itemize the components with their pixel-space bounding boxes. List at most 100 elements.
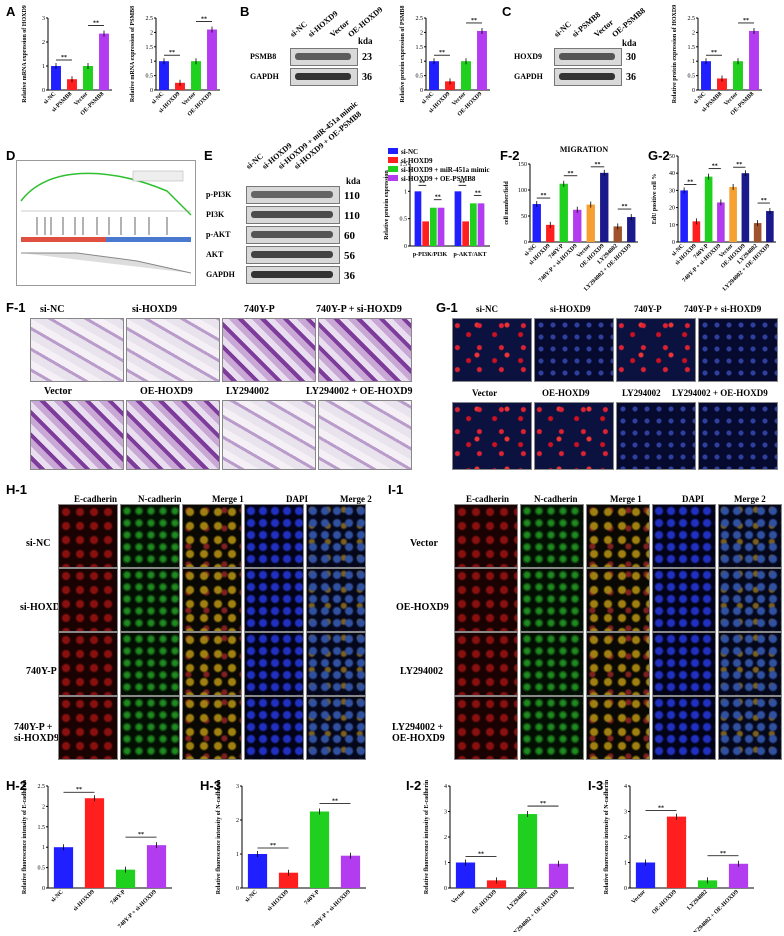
if-micrograph <box>652 568 716 632</box>
if-micrograph <box>244 504 304 568</box>
bar <box>766 211 774 242</box>
chart-legend: si-NC si-HOXD9 si-HOXD9 + miR-451a mimic si… <box>388 148 490 184</box>
if-micrograph <box>454 504 518 568</box>
x-tick-label: OE-HOXD9 <box>651 889 678 916</box>
if-micrograph <box>520 696 584 760</box>
bar <box>414 191 422 246</box>
y-tick-label: 0 <box>624 886 627 892</box>
if-column-label: Merge 1 <box>212 494 244 504</box>
if-micrograph <box>520 632 584 696</box>
if-micrograph <box>718 632 782 696</box>
y-tick-label: 2 <box>42 40 45 46</box>
bar <box>191 61 201 90</box>
if-micrograph <box>182 632 242 696</box>
bar <box>546 224 555 242</box>
bar-chart-e: Relative protein expression 0 0.5 1 1.5 p-PI3… <box>384 162 490 258</box>
bar <box>680 190 688 242</box>
bar <box>600 172 609 242</box>
bar-chart-h2: Relative fluorescence intensity of E-cad… <box>22 779 172 930</box>
y-tick-label: 1 <box>150 59 153 65</box>
significance-label: ** <box>459 180 465 186</box>
significance-label: ** <box>475 190 481 196</box>
y-tick-label: 10 <box>669 223 675 229</box>
if-micrograph <box>120 632 180 696</box>
x-tick-label: si-HOXD9 <box>267 889 290 912</box>
if-micrograph <box>58 696 118 760</box>
y-axis-label: Relative fluorescence intensity of E-cad… <box>424 779 430 894</box>
micrograph-label: Vector <box>44 386 72 397</box>
y-tick-label: 0.5 <box>416 74 424 80</box>
blot-row-label: PSMB8 <box>250 52 277 61</box>
bar <box>728 863 749 888</box>
significance-label: ** <box>541 193 547 199</box>
bar <box>635 862 656 888</box>
micrograph-label: LY294002 <box>226 386 269 397</box>
bar <box>115 869 136 888</box>
micrograph <box>126 400 220 470</box>
if-micrograph <box>306 632 366 696</box>
if-micrograph <box>586 568 650 632</box>
bar <box>717 78 727 90</box>
y-tick-label: 2.5 <box>416 16 424 22</box>
bar <box>666 816 687 888</box>
panel-label-e: E <box>204 148 213 163</box>
micrograph-label: si-HOXD9 <box>132 304 177 315</box>
bar <box>207 29 217 90</box>
bar <box>455 862 476 888</box>
y-tick-label: 2 <box>420 30 423 36</box>
panel-label-d: D <box>6 148 16 163</box>
bar <box>462 221 469 246</box>
blot-row-label: HOXD9 <box>514 52 542 61</box>
micrograph <box>452 402 532 470</box>
x-tick-label: si-HOXD9 <box>73 889 96 912</box>
bar <box>477 203 485 246</box>
blot-strip <box>246 266 340 284</box>
micrograph <box>318 318 412 382</box>
if-micrograph <box>244 696 304 760</box>
if-row-label: LY294002 <box>400 666 443 677</box>
y-tick-label: 0 <box>42 886 45 892</box>
if-micrograph <box>454 568 518 632</box>
significance-label: ** <box>201 17 207 23</box>
y-tick-label: 2 <box>42 804 45 810</box>
if-column-label: DAPI <box>286 494 308 504</box>
bar <box>51 66 61 90</box>
blot-strip <box>246 246 340 264</box>
bar <box>53 847 74 888</box>
micrograph-label: si-HOXD9 <box>550 304 591 314</box>
micrograph-label: 740Y-P + si-HOXD9 <box>684 304 762 314</box>
kda-value: 36 <box>344 270 355 282</box>
y-tick-label: 0 <box>236 886 239 892</box>
if-micrograph <box>652 632 716 696</box>
blot-row-label: GAPDH <box>206 270 235 279</box>
y-axis-label: Relative protein expression <box>384 170 390 240</box>
if-column-label: E-cadherin <box>74 494 118 504</box>
blot-strip <box>246 226 340 244</box>
significance-label: ** <box>93 21 99 27</box>
blot-lane-label: si-NC <box>288 19 309 39</box>
micrograph <box>534 402 614 470</box>
bar <box>84 798 105 888</box>
if-micrograph <box>244 632 304 696</box>
bar-chart-b: Relative protein expression of PSMB8 0 0.5… <box>400 5 490 118</box>
y-tick-label: 1 <box>236 852 239 858</box>
if-column-label: E-cadherin <box>466 494 510 504</box>
y-tick-label: 1 <box>42 845 45 851</box>
if-grid-i1: E-cadherin N-cadherin Merge 1 DAPI Merge… <box>388 482 784 768</box>
y-tick-label: 40 <box>669 171 675 177</box>
bar <box>247 854 268 888</box>
if-micrograph <box>718 504 782 568</box>
bar <box>741 173 750 242</box>
bar <box>429 61 439 90</box>
y-tick-label: 0.5 <box>146 74 154 80</box>
y-tick-label: 2 <box>150 30 153 36</box>
panel-label-f1: F-1 <box>6 300 26 315</box>
bar <box>486 880 507 888</box>
y-tick-label: 3 <box>624 810 627 816</box>
y-tick-label: 1 <box>42 64 45 70</box>
bar-chart-a2: Relative mRNA expression of PSMB8 0 0.5 1 1.… <box>130 6 220 118</box>
kda-label: kda <box>622 38 637 48</box>
micrograph-label: LY294002 + OE-HOXD9 <box>672 388 768 398</box>
blot-strip <box>290 68 358 86</box>
y-tick-label: 30 <box>669 188 675 194</box>
